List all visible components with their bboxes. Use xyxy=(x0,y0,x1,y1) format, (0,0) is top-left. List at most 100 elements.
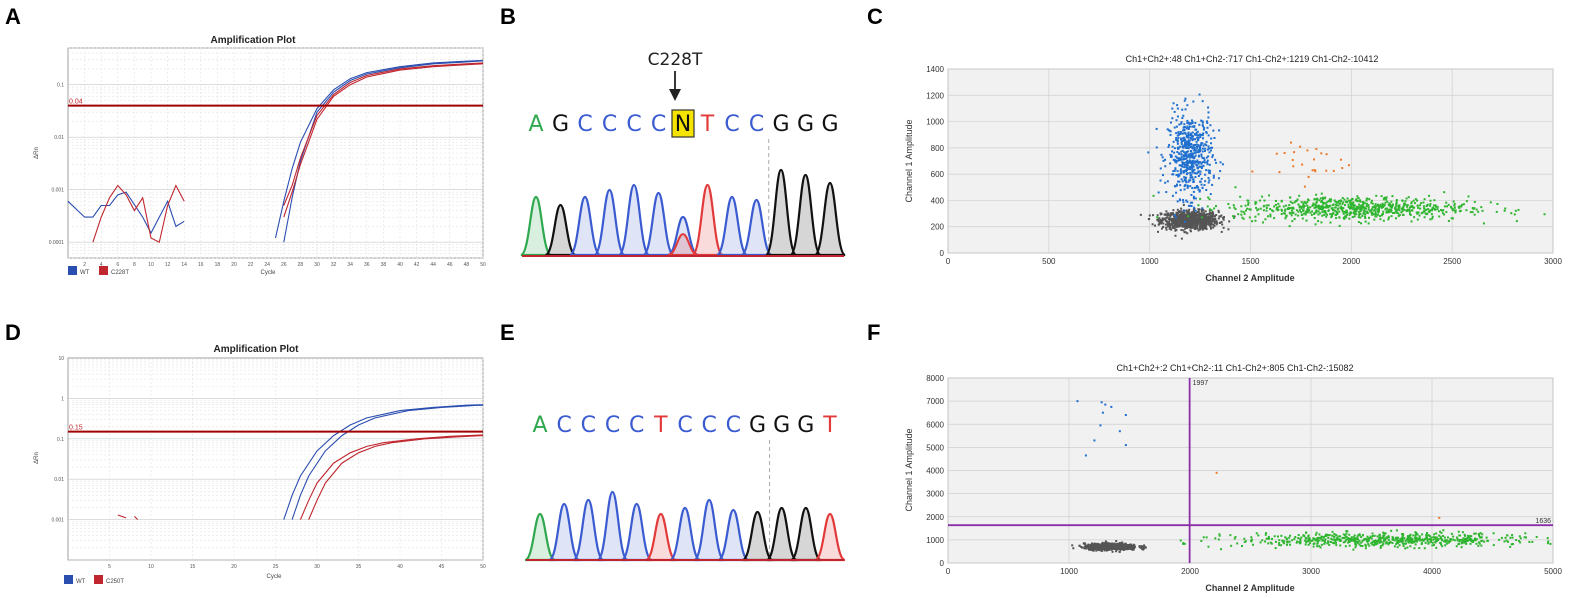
droplet-point xyxy=(1132,547,1135,550)
droplet-point xyxy=(1375,194,1378,197)
droplet-point xyxy=(1178,214,1181,217)
droplet-point xyxy=(1121,541,1124,544)
droplet-point xyxy=(1465,209,1468,212)
droplet-point xyxy=(1120,542,1123,545)
droplet-point xyxy=(1323,197,1326,200)
droplet-point xyxy=(1369,535,1372,538)
droplet-point xyxy=(1206,213,1209,216)
droplet-point xyxy=(1201,161,1204,164)
droplet-point xyxy=(1207,220,1210,223)
droplet-point xyxy=(1212,226,1215,229)
droplet-point xyxy=(1357,221,1360,224)
droplet-point xyxy=(1192,197,1195,200)
droplet-point xyxy=(1419,539,1422,542)
droplet-point xyxy=(1219,161,1222,164)
x-tick-label: 30 xyxy=(314,564,320,570)
droplet-point xyxy=(1175,161,1178,164)
y-tick-label: 4000 xyxy=(926,467,944,476)
droplet-point xyxy=(1254,202,1257,205)
droplet-point xyxy=(1116,546,1119,549)
droplet-point xyxy=(1364,537,1367,540)
droplet-point xyxy=(1355,210,1358,213)
droplet-point xyxy=(1390,210,1393,213)
base-call: A xyxy=(532,413,547,438)
droplet-point xyxy=(1307,534,1310,537)
droplet-point xyxy=(1186,136,1189,139)
droplet-point xyxy=(1441,534,1444,537)
droplet-point xyxy=(1184,155,1187,158)
droplet-point xyxy=(1377,211,1380,214)
droplet-scatter-f: Ch1+Ch2+:2 Ch1+Ch2-:11 Ch1-Ch2+:805 Ch1-… xyxy=(904,363,1562,593)
droplet-point xyxy=(1361,540,1364,543)
droplet-point xyxy=(1092,543,1095,546)
droplet-point xyxy=(1335,541,1338,544)
droplet-point xyxy=(1184,142,1187,145)
droplet-point xyxy=(1202,144,1205,147)
droplet-point xyxy=(1272,210,1275,213)
droplet-point xyxy=(1332,203,1335,206)
droplet-point xyxy=(1209,227,1212,230)
droplet-point xyxy=(1352,211,1355,214)
droplet-point xyxy=(1377,206,1380,209)
droplet-point xyxy=(1201,121,1204,124)
droplet-point xyxy=(1361,204,1364,207)
base-call: T xyxy=(700,112,715,137)
droplet-point xyxy=(1347,538,1350,541)
droplet-point xyxy=(1179,169,1182,172)
droplet-point xyxy=(1348,544,1351,547)
droplet-point xyxy=(1433,208,1436,211)
droplet-point xyxy=(1394,539,1397,542)
droplet-point xyxy=(1268,194,1271,197)
droplet-point xyxy=(1209,149,1212,152)
droplet-point xyxy=(1118,543,1121,546)
droplet-point xyxy=(1141,548,1144,551)
droplet-point xyxy=(1348,212,1351,215)
droplet-point xyxy=(1269,207,1272,210)
droplet-point xyxy=(1106,542,1109,545)
droplet-point xyxy=(1326,213,1329,216)
droplet-point xyxy=(1458,534,1461,537)
droplet-point xyxy=(1390,200,1393,203)
droplet-point xyxy=(1445,201,1448,204)
droplet-point xyxy=(1370,201,1373,204)
droplet-point xyxy=(1344,211,1347,214)
droplet-point xyxy=(1113,547,1116,550)
droplet-point xyxy=(1331,214,1334,217)
droplet-point xyxy=(1344,545,1347,548)
droplet-point xyxy=(1204,225,1207,228)
droplet-point xyxy=(1395,200,1398,203)
droplet-point xyxy=(1450,217,1453,220)
droplet-point xyxy=(1464,541,1467,544)
droplet-point xyxy=(1090,545,1093,548)
droplet-point xyxy=(1298,206,1301,209)
x-tick-label: 0 xyxy=(946,257,951,266)
droplet-point xyxy=(1188,179,1191,182)
droplet-point xyxy=(1209,224,1212,227)
droplet-point xyxy=(1356,195,1359,198)
base-call: G xyxy=(749,413,766,438)
droplet-point xyxy=(1177,147,1180,150)
droplet-point xyxy=(1406,204,1409,207)
droplet-point xyxy=(1333,542,1336,545)
droplet-point xyxy=(1387,216,1390,219)
droplet-point xyxy=(1450,532,1453,535)
droplet-point xyxy=(1124,444,1127,447)
droplet-point xyxy=(1127,544,1130,547)
droplet-point xyxy=(1229,534,1232,537)
droplet-point xyxy=(1175,119,1178,122)
droplet-point xyxy=(1343,210,1346,213)
droplet-point xyxy=(1185,143,1188,146)
droplet-point xyxy=(1292,207,1295,210)
droplet-point xyxy=(1178,164,1181,167)
droplet-point xyxy=(1181,218,1184,221)
droplet-point xyxy=(1329,204,1332,207)
droplet-point xyxy=(1341,202,1344,205)
droplet-point xyxy=(1382,542,1385,545)
droplet-point xyxy=(1274,547,1277,550)
droplet-point xyxy=(1462,537,1465,540)
droplet-point xyxy=(1511,536,1514,539)
droplet-point xyxy=(1266,215,1269,218)
droplet-point xyxy=(1270,209,1273,212)
droplet-point xyxy=(1398,540,1401,543)
droplet-point xyxy=(1180,141,1183,144)
